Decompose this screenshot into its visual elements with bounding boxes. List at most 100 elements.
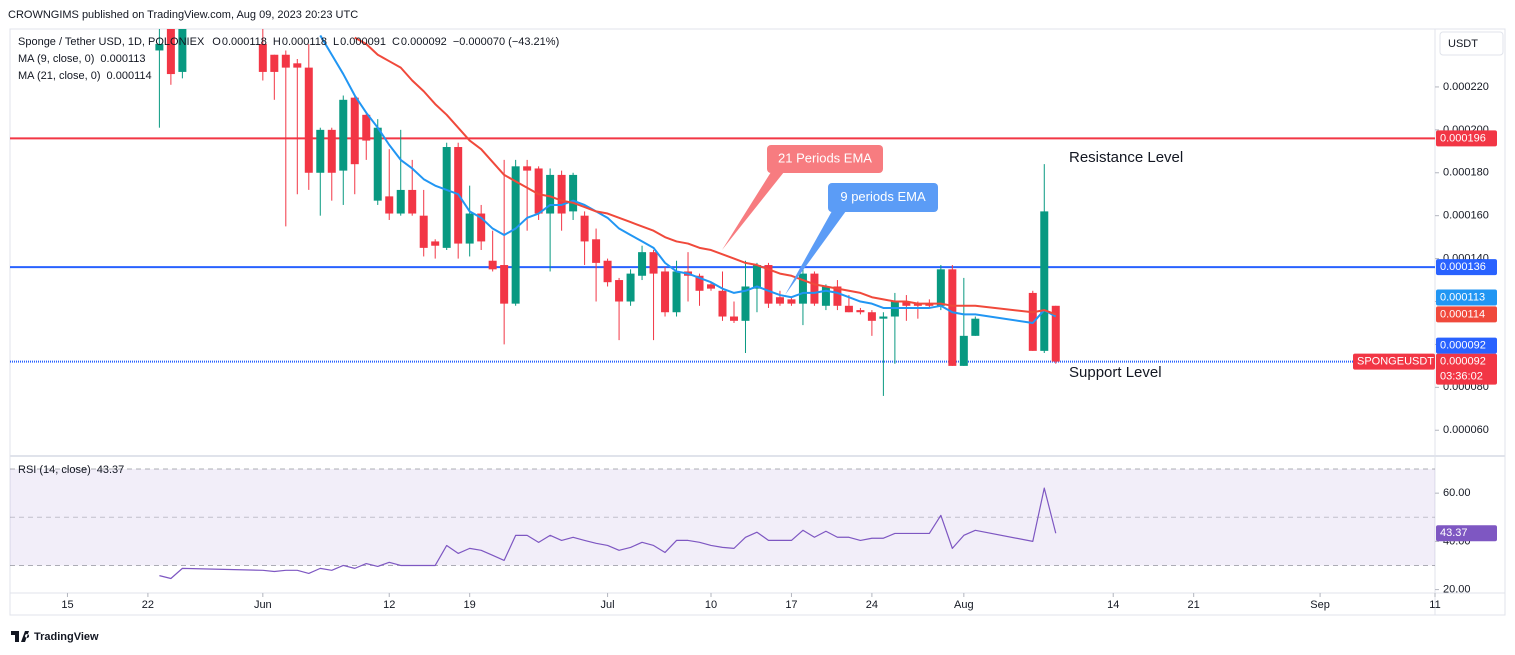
candle-body — [948, 269, 957, 366]
candle-body — [362, 114, 371, 141]
candle-body — [166, 29, 175, 75]
candle-body — [442, 147, 451, 248]
y-tick-label: 0.000180 — [1443, 167, 1489, 179]
rsi-badge — [1436, 525, 1497, 542]
ohlc-key: H — [273, 36, 281, 48]
candle-body — [316, 129, 325, 173]
symbol-title: Sponge / Tether USD, 1D, POLONIEX — [18, 36, 205, 48]
ma-badge-text: 0.000114 — [1440, 308, 1485, 320]
rsi-legend-name: RSI (14, close) — [18, 464, 91, 476]
ma-badge — [1436, 306, 1497, 323]
indicator-line — [159, 487, 1057, 580]
candle-body — [327, 129, 336, 173]
candle-body — [672, 271, 681, 313]
ohlc-value: 0.000091 — [340, 36, 386, 48]
symbol-text: SPONGEUSDT — [1357, 355, 1434, 367]
candle-body — [396, 189, 405, 214]
candle-body — [546, 174, 555, 214]
candle-body — [385, 196, 394, 214]
candle-body — [615, 280, 624, 302]
price-pane — [10, 29, 1435, 396]
callout-pointer — [785, 211, 846, 295]
brand-logo — [11, 631, 30, 642]
candle-body — [557, 174, 566, 214]
candle-body — [638, 252, 647, 276]
ohlc-key: C — [392, 36, 400, 48]
level-annotation: Support Level — [1069, 364, 1162, 381]
ohlc-change: −0.000070 (−43.21%) — [453, 36, 559, 48]
last-price-text: 0.000092 — [1440, 355, 1486, 367]
level-badge-text: 0.000196 — [1440, 132, 1486, 144]
candle-body — [178, 29, 187, 72]
x-tick-label: 22 — [142, 599, 154, 611]
ohlc-value: 0.000118 — [222, 36, 267, 48]
ohlc-key: O — [212, 36, 221, 48]
candle-body — [661, 271, 670, 313]
countdown-text: 03:36:02 — [1440, 370, 1483, 382]
candle-body — [580, 215, 589, 242]
candle-body — [821, 286, 830, 306]
candle-body — [833, 286, 842, 306]
candle-body — [856, 310, 865, 313]
rsi-tick-label: 60.00 — [1443, 487, 1471, 499]
candle-body — [925, 303, 934, 306]
candle-body — [373, 127, 382, 201]
x-tick-label: 15 — [61, 599, 73, 611]
ma-legend-name: MA (21, close, 0) — [18, 70, 101, 82]
indicator-line — [354, 36, 1057, 316]
candle-body — [155, 44, 164, 51]
currency-label: USDT — [1448, 38, 1478, 50]
candle-body — [959, 335, 968, 366]
candle-body — [1051, 305, 1060, 362]
symbol-badge — [1353, 353, 1435, 370]
candle-body — [764, 265, 773, 304]
x-tick-label: 11 — [1429, 599, 1440, 611]
x-tick-label: 21 — [1188, 599, 1200, 611]
x-tick-label: 10 — [705, 599, 717, 611]
y-tick-label: 0.000160 — [1443, 210, 1489, 222]
x-tick-label: Aug — [954, 599, 974, 611]
candle-body — [798, 273, 807, 304]
ma-legend-name: MA (9, close, 0) — [18, 53, 94, 65]
x-tick-label: 24 — [866, 599, 878, 611]
candle-body — [511, 166, 520, 304]
ma-legend-value: 0.000113 — [100, 53, 145, 65]
candle-body — [879, 316, 888, 319]
candle-body — [534, 168, 543, 214]
candle-body — [775, 297, 784, 304]
candle-body — [465, 213, 474, 244]
candle-body — [718, 290, 727, 317]
x-tick-label: 19 — [464, 599, 476, 611]
x-tick-label: 12 — [383, 599, 395, 611]
candle-body — [902, 301, 911, 306]
x-tick-label: 14 — [1107, 599, 1119, 611]
ohlc-key: L — [333, 36, 339, 48]
candle-body — [741, 286, 750, 321]
callout-box — [767, 145, 883, 173]
callout-pointer — [722, 172, 784, 250]
candle-body — [569, 174, 578, 212]
last-price-badge — [1436, 353, 1497, 385]
x-tick-label: Jul — [601, 599, 615, 611]
candle-body — [707, 284, 716, 289]
candle-body — [592, 239, 601, 263]
candle-body — [488, 260, 497, 270]
candle-body — [810, 273, 819, 304]
currency-button[interactable] — [1439, 31, 1504, 56]
candle-body — [971, 318, 980, 336]
candle-body — [408, 189, 417, 214]
ma-badge — [1436, 289, 1497, 306]
ma-legend-value: 0.000114 — [107, 70, 152, 82]
level-badge-text: 0.000092 — [1440, 339, 1486, 351]
brand-icon — [11, 631, 30, 642]
indicator-line — [319, 34, 1057, 324]
candle-body — [270, 54, 279, 72]
rsi-legend-value: 43.37 — [97, 464, 125, 476]
ohlc-value: 0.000118 — [282, 36, 327, 48]
candle-body — [913, 303, 922, 306]
candle-body — [258, 44, 267, 72]
candle-body — [626, 273, 635, 302]
candle-body — [350, 97, 359, 165]
